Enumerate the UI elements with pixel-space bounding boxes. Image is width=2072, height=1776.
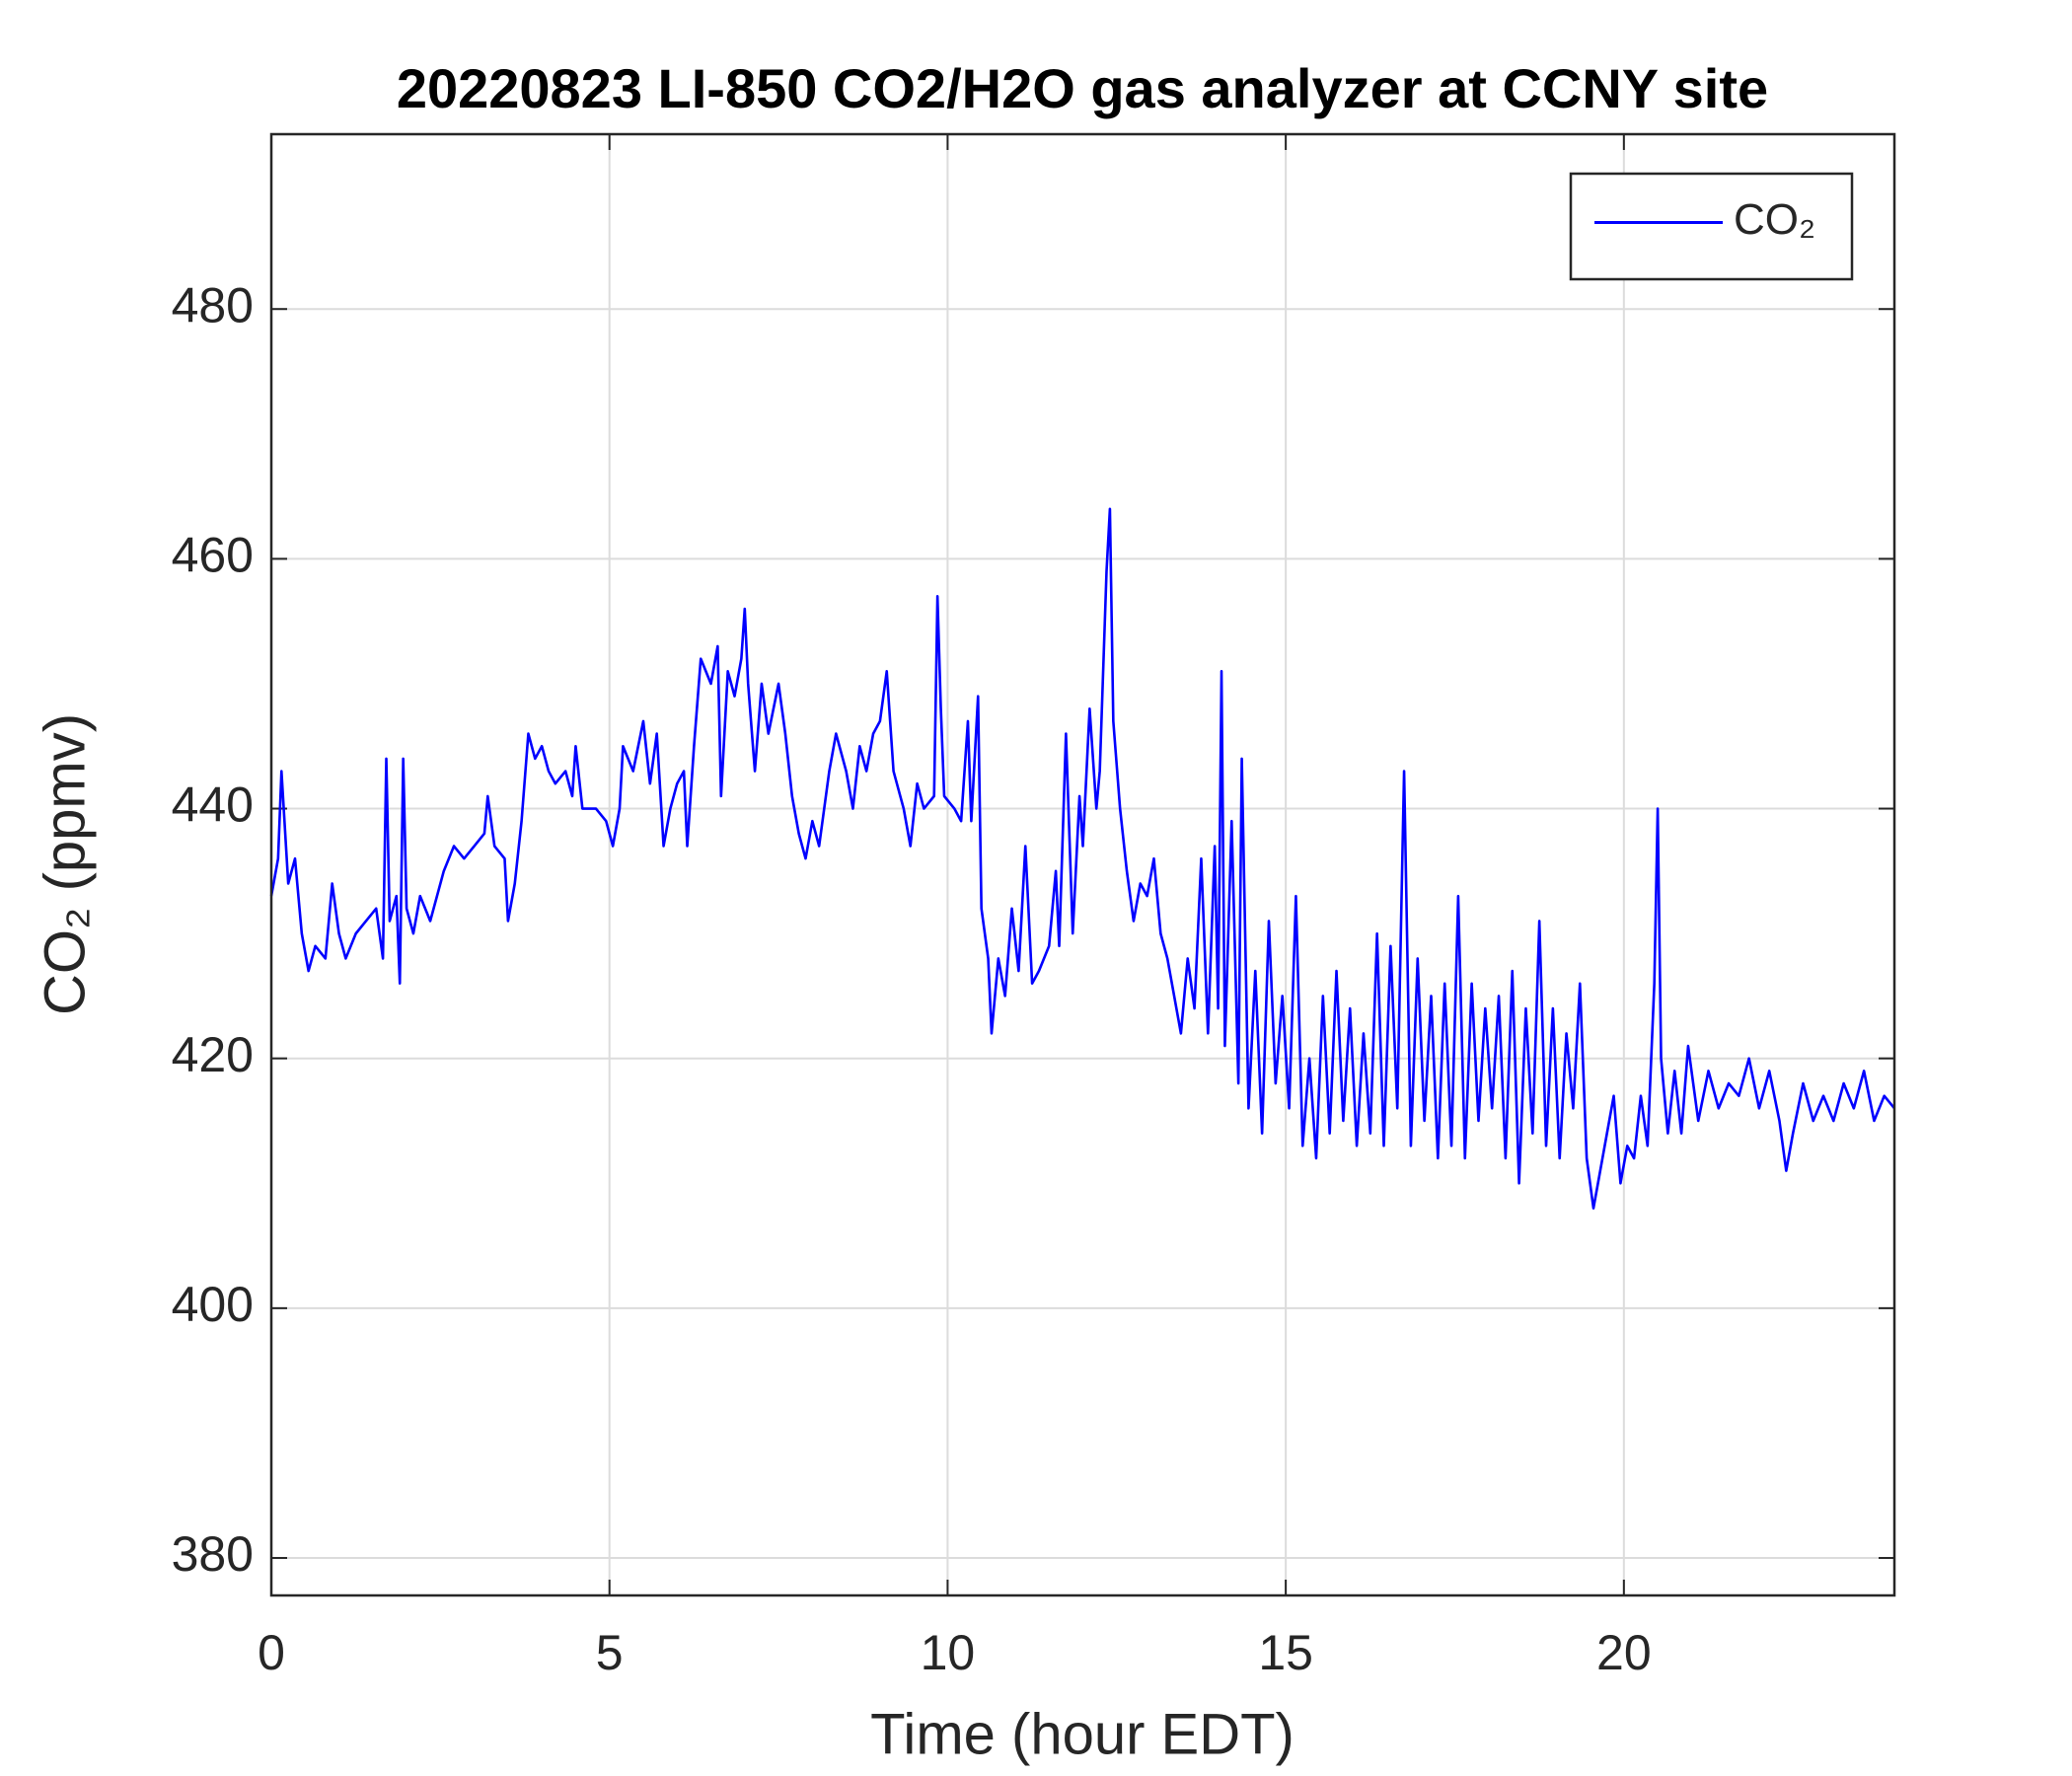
legend-label: CO₂ xyxy=(1734,195,1815,244)
x-axis-label: Time (hour EDT) xyxy=(870,1702,1295,1766)
y-tick-label: 480 xyxy=(172,277,254,333)
legend: CO₂ xyxy=(1569,172,1854,281)
x-tick-label: 20 xyxy=(1596,1625,1652,1680)
chart-title: 20220823 LI-850 CO2/H2O gas analyzer at … xyxy=(397,57,1768,119)
y-tick-label: 380 xyxy=(172,1526,254,1582)
plot-area xyxy=(271,134,1894,1595)
y-tick-label: 460 xyxy=(172,528,254,583)
legend-box xyxy=(1569,172,1854,281)
x-tick-label: 10 xyxy=(921,1625,976,1680)
y-tick-label: 420 xyxy=(172,1027,254,1082)
y-tick-label: 440 xyxy=(172,777,254,833)
x-tick-label: 0 xyxy=(258,1625,285,1680)
data-line xyxy=(269,507,1896,1210)
x-tick-label: 15 xyxy=(1258,1625,1313,1680)
y-axis-label: CO₂ (ppmv) xyxy=(33,713,97,1015)
x-tick-label: 5 xyxy=(596,1625,624,1680)
plot-frame xyxy=(269,132,1896,1597)
y-tick-label: 400 xyxy=(172,1277,254,1332)
